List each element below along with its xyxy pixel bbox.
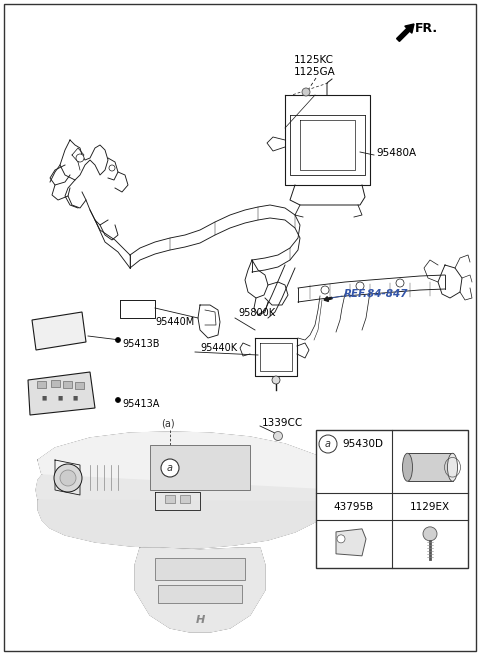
Bar bbox=[37, 381, 46, 388]
Text: 1125KC: 1125KC bbox=[294, 55, 334, 65]
Circle shape bbox=[396, 279, 404, 287]
Bar bbox=[316, 430, 468, 568]
Circle shape bbox=[109, 165, 115, 171]
FancyArrow shape bbox=[396, 24, 414, 41]
Bar bbox=[158, 585, 242, 603]
Polygon shape bbox=[135, 548, 265, 632]
Bar bbox=[165, 495, 175, 503]
Bar bbox=[180, 495, 190, 503]
Bar bbox=[63, 381, 72, 388]
Circle shape bbox=[116, 337, 120, 343]
Circle shape bbox=[319, 435, 337, 453]
Text: 95800K: 95800K bbox=[238, 308, 275, 318]
Polygon shape bbox=[38, 432, 330, 515]
Circle shape bbox=[161, 459, 179, 477]
Text: 43795B: 43795B bbox=[334, 502, 374, 512]
Text: 95413B: 95413B bbox=[122, 339, 159, 349]
Polygon shape bbox=[32, 312, 86, 350]
Text: ■: ■ bbox=[72, 396, 78, 400]
Text: H: H bbox=[195, 615, 204, 625]
Circle shape bbox=[60, 470, 76, 486]
Bar bbox=[155, 558, 245, 580]
Polygon shape bbox=[36, 475, 330, 532]
Bar bbox=[75, 382, 84, 389]
Text: 95430D: 95430D bbox=[342, 439, 383, 449]
Text: a: a bbox=[167, 463, 173, 473]
Text: 1125GA: 1125GA bbox=[294, 67, 336, 77]
Circle shape bbox=[76, 154, 84, 162]
Bar bbox=[408, 453, 453, 481]
Text: ■: ■ bbox=[41, 396, 47, 400]
Bar bbox=[51, 380, 60, 387]
Ellipse shape bbox=[403, 453, 412, 481]
Text: (a): (a) bbox=[161, 418, 175, 428]
Text: 95440M: 95440M bbox=[155, 317, 194, 327]
Polygon shape bbox=[38, 500, 330, 548]
Text: a: a bbox=[325, 439, 331, 449]
Text: 1339CC: 1339CC bbox=[262, 418, 303, 428]
Polygon shape bbox=[28, 372, 95, 415]
Text: 95413A: 95413A bbox=[122, 399, 159, 409]
Circle shape bbox=[356, 282, 364, 290]
Text: 95440K: 95440K bbox=[200, 343, 237, 353]
Circle shape bbox=[423, 527, 437, 541]
Circle shape bbox=[321, 286, 329, 294]
Text: 1129EX: 1129EX bbox=[410, 502, 450, 512]
Circle shape bbox=[272, 376, 280, 384]
Circle shape bbox=[274, 432, 283, 441]
Text: FR.: FR. bbox=[415, 22, 438, 35]
Bar bbox=[150, 445, 250, 490]
Text: 95480A: 95480A bbox=[376, 148, 416, 158]
Circle shape bbox=[337, 535, 345, 543]
Text: REF.84-847: REF.84-847 bbox=[344, 289, 408, 299]
Circle shape bbox=[116, 398, 120, 403]
FancyArrow shape bbox=[324, 297, 332, 301]
Polygon shape bbox=[336, 529, 366, 556]
Circle shape bbox=[54, 464, 82, 492]
Text: ■: ■ bbox=[58, 396, 62, 400]
Ellipse shape bbox=[447, 453, 457, 481]
Circle shape bbox=[302, 88, 310, 96]
